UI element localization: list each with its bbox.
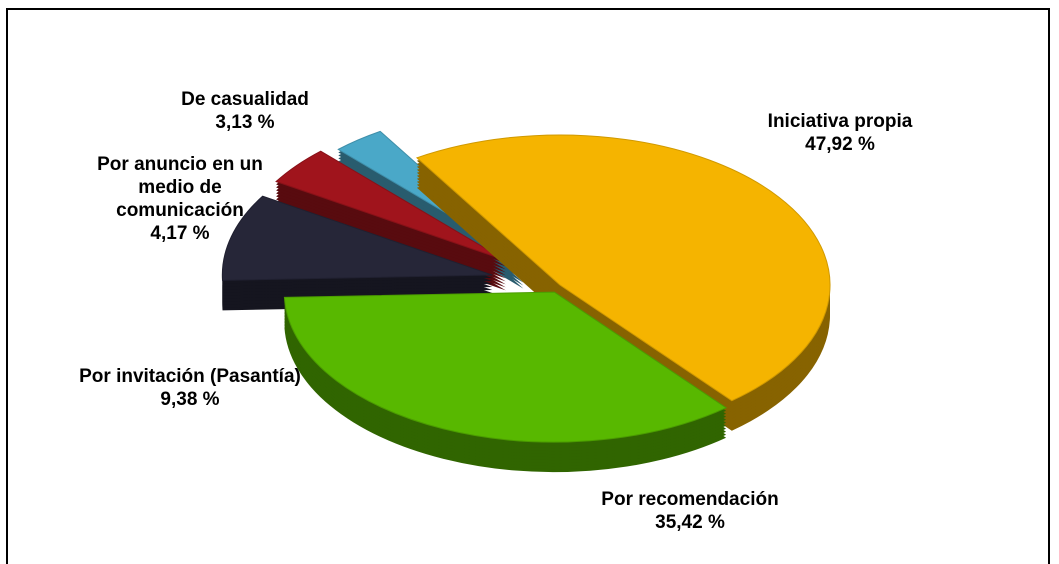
slice-label: Por anuncio en un medio de comunicación 4…	[80, 153, 280, 245]
value-label: 35,42 %	[655, 512, 725, 533]
value-label: 3,13 %	[215, 112, 275, 133]
category-name: Por anuncio en un medio de comunicación	[97, 154, 263, 221]
slice-label: De casualidad 3,13 %	[135, 88, 355, 134]
chart-frame	[6, 8, 1050, 564]
value-label: 4,17 %	[150, 223, 210, 244]
value-label: 9,38 %	[160, 389, 220, 410]
category-name: Por recomendación	[601, 489, 779, 510]
category-name: Iniciativa propia	[767, 111, 913, 132]
slice-label: Por recomendación 35,42 %	[580, 488, 800, 534]
slice	[283, 291, 728, 443]
slice-label: Por invitación (Pasantía) 9,38 %	[60, 365, 320, 411]
slice	[415, 134, 831, 402]
slice	[221, 195, 493, 281]
slice-label: Iniciativa propia 47,92 %	[720, 110, 960, 156]
category-name: De casualidad	[181, 89, 309, 110]
category-name: Por invitación (Pasantía)	[79, 366, 301, 387]
slice	[275, 150, 507, 261]
value-label: 47,92 %	[805, 134, 875, 155]
